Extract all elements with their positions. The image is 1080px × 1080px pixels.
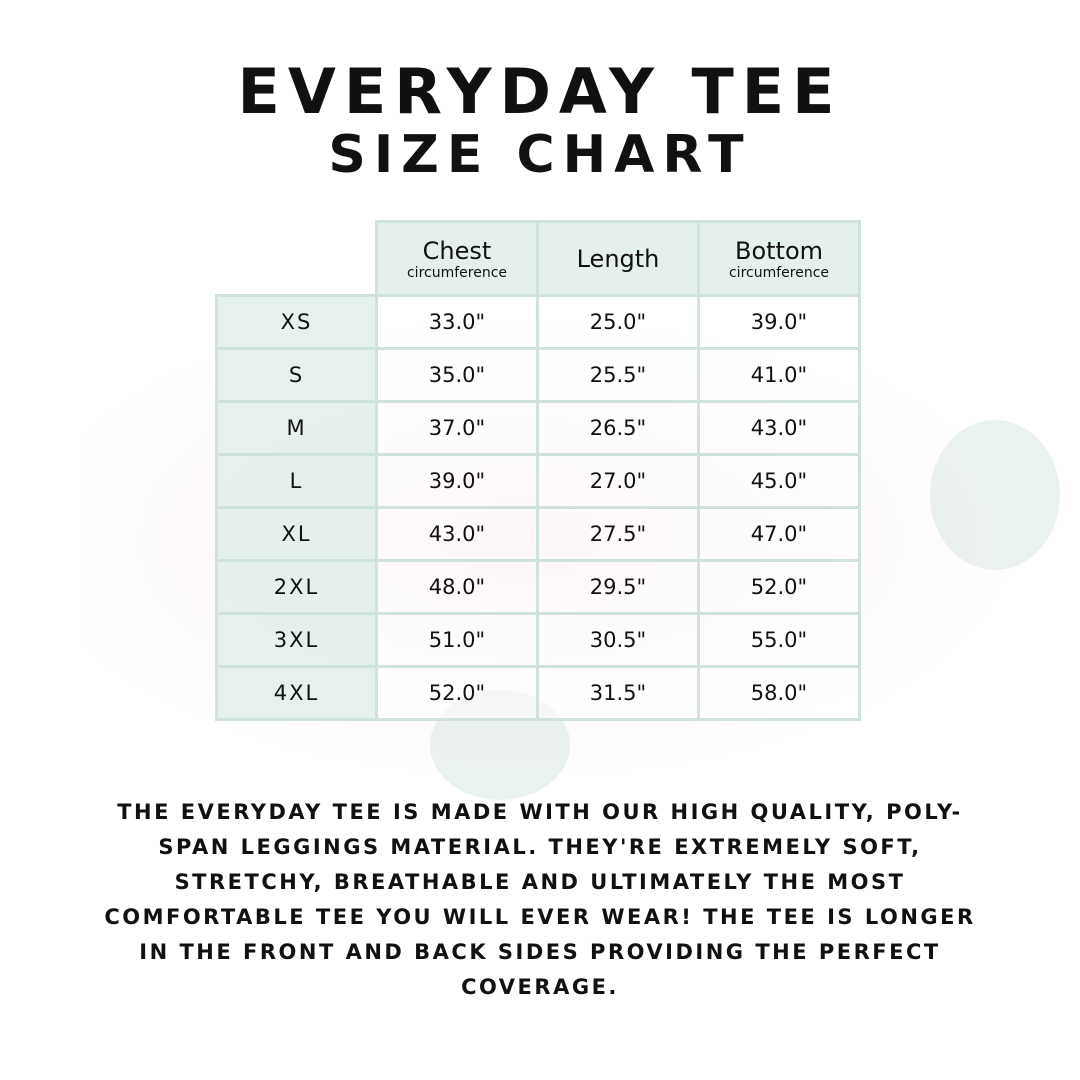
header-bottom: Bottom circumference [697, 220, 861, 297]
header-length: Length [536, 220, 700, 297]
bottom-cell: 55.0" [697, 612, 861, 668]
chest-cell: 48.0" [375, 559, 539, 615]
length-cell: 25.0" [536, 294, 700, 350]
table-row: XL 43.0" 27.5" 47.0" [215, 506, 861, 562]
description: The Everyday Tee is made with our high q… [104, 800, 976, 999]
table-header-row: Chest circumference Length Bottom circumfe… [217, 220, 861, 297]
size-cell: XL [215, 506, 378, 562]
chest-cell: 39.0" [375, 453, 539, 509]
header-sublabel: circumference [406, 264, 508, 281]
size-cell: M [215, 400, 378, 456]
title-line-2: SIZE CHART [328, 125, 752, 185]
header-label: Chest [422, 236, 492, 265]
bottom-cell: 58.0" [697, 665, 861, 721]
header-blank [217, 222, 377, 296]
header-label: Length [576, 244, 660, 273]
header-label: Bottom [734, 236, 824, 265]
table-row: 3XL 51.0" 30.5" 55.0" [215, 612, 861, 668]
header-sublabel: circumference [728, 264, 830, 281]
size-cell: L [215, 453, 378, 509]
chest-cell: 35.0" [375, 347, 539, 403]
bottom-cell: 41.0" [697, 347, 861, 403]
length-cell: 31.5" [536, 665, 700, 721]
table-row: 4XL 52.0" 31.5" 58.0" [215, 665, 861, 721]
size-cell: S [215, 347, 378, 403]
size-table: Chest circumference Length Bottom circumfe… [215, 220, 861, 721]
size-cell: 3XL [215, 612, 378, 668]
chest-cell: 33.0" [375, 294, 539, 350]
table-row: 2XL 48.0" 29.5" 52.0" [215, 559, 861, 615]
chest-cell: 37.0" [375, 400, 539, 456]
title-line-1: EVERYDAY TEE [237, 55, 843, 128]
table-row: L 39.0" 27.0" 45.0" [215, 453, 861, 509]
length-cell: 29.5" [536, 559, 700, 615]
size-cell: XS [215, 294, 378, 350]
bottom-cell: 45.0" [697, 453, 861, 509]
length-cell: 30.5" [536, 612, 700, 668]
chest-cell: 51.0" [375, 612, 539, 668]
table-row: M 37.0" 26.5" 43.0" [215, 400, 861, 456]
length-cell: 26.5" [536, 400, 700, 456]
header-chest: Chest circumference [375, 220, 539, 297]
size-cell: 4XL [215, 665, 378, 721]
bottom-cell: 52.0" [697, 559, 861, 615]
bottom-cell: 43.0" [697, 400, 861, 456]
length-cell: 27.5" [536, 506, 700, 562]
table-row: XS 33.0" 25.0" 39.0" [215, 294, 861, 350]
length-cell: 25.5" [536, 347, 700, 403]
bottom-cell: 47.0" [697, 506, 861, 562]
bottom-cell: 39.0" [697, 294, 861, 350]
length-cell: 27.0" [536, 453, 700, 509]
chest-cell: 43.0" [375, 506, 539, 562]
cactus-illustration [930, 420, 1060, 570]
table-row: S 35.0" 25.5" 41.0" [215, 347, 861, 403]
size-cell: 2XL [215, 559, 378, 615]
chest-cell: 52.0" [375, 665, 539, 721]
